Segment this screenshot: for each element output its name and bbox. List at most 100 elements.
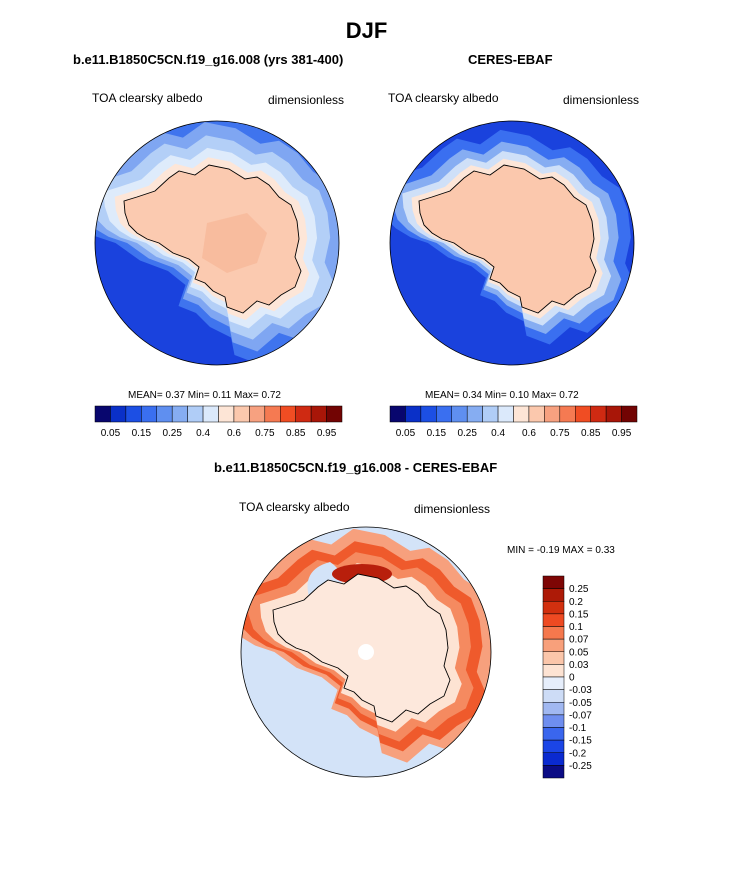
model-colorbar-swatch <box>156 405 173 423</box>
diff-map <box>240 526 492 778</box>
model-colorbar-tick-label: 0.85 <box>286 428 306 439</box>
obs-map-border <box>389 120 635 366</box>
diff-colorbar-tick-label: -0.25 <box>569 761 592 772</box>
obs-colorbar-tick-label: 0.95 <box>612 428 632 439</box>
diff-colorbar-tick-label: -0.05 <box>569 698 592 709</box>
diff-colorbar-swatch <box>542 651 565 665</box>
obs-colorbar-swatch <box>436 405 452 423</box>
obs-colorbar-swatch <box>466 405 483 423</box>
obs-colorbar-tick-label: 0.4 <box>491 428 505 439</box>
diff-colorbar-tick-label: 0.07 <box>569 635 589 646</box>
model-colorbar: 0.05 0.15 0.25 0.4 0.6 0.75 0.85 0.95 <box>94 405 343 439</box>
model-colorbar-tick-label: 0.75 <box>255 428 275 439</box>
diff-colorbar: 0.250.20.150.10.070.050.030-0.03-0.05-0.… <box>542 575 592 779</box>
model-max-label: Max= <box>234 390 259 401</box>
obs-colorbar-swatch <box>405 405 422 423</box>
obs-mean-value: 0.34 <box>462 390 482 401</box>
diff-colorbar-swatch <box>542 714 565 728</box>
obs-panel-title: CERES-EBAF <box>468 52 553 67</box>
diff-colorbar-tick-label: 0 <box>569 673 575 684</box>
diff-colorbar-swatch <box>542 601 565 615</box>
diff-colorbar-tick-label: -0.07 <box>569 710 592 721</box>
page-title: DJF <box>345 18 388 43</box>
diff-colorbar-swatch <box>542 689 565 703</box>
obs-colorbar-swatch <box>605 405 622 423</box>
model-colorbar-swatch <box>125 405 142 423</box>
model-colorbar-swatch <box>326 405 343 423</box>
model-colorbar-swatch <box>233 405 250 423</box>
model-mean-label: MEAN= <box>128 390 163 401</box>
model-colorbar-swatch <box>110 405 127 423</box>
model-colorbar-swatch <box>202 405 219 423</box>
diff-colorbar-tick-label: 0.05 <box>569 647 589 658</box>
diff-colorbar-swatch <box>542 613 565 627</box>
obs-min-value: 0.10 <box>509 390 529 401</box>
model-colorbar-swatch <box>141 405 157 423</box>
diff-map-border <box>240 526 492 778</box>
model-colorbar-swatch <box>249 405 266 423</box>
model-colorbar-tick-label: 0.95 <box>317 428 337 439</box>
obs-colorbar-swatch <box>513 405 530 423</box>
diff-colorbar-swatch <box>542 702 565 716</box>
model-interior-plateau <box>202 213 267 273</box>
model-map <box>94 120 340 366</box>
model-colorbar-swatch <box>295 405 312 423</box>
diff-colorbar-swatch <box>542 638 565 652</box>
diff-colorbar-swatch <box>542 575 565 589</box>
model-max-value: 0.72 <box>261 390 281 401</box>
obs-colorbar-swatch <box>482 405 499 423</box>
obs-min-label: Min= <box>484 390 507 401</box>
model-mean-value: 0.37 <box>165 390 185 401</box>
diff-colorbar-swatch <box>542 739 565 753</box>
obs-colorbar-swatch <box>451 405 468 423</box>
model-colorbar-swatch <box>94 405 111 423</box>
obs-colorbar-tick-label: 0.75 <box>550 428 570 439</box>
diff-colorbar-swatch <box>542 626 565 640</box>
model-colorbar-swatch <box>280 405 296 423</box>
model-stats: MEAN= 0.37 Min= 0.11 Max= 0.72 <box>128 390 281 401</box>
diff-pole-hole <box>358 644 374 660</box>
diff-minmax: MIN = -0.19 MAX = 0.33 <box>507 545 615 556</box>
model-min-label: Min= <box>187 390 210 401</box>
obs-colorbar-swatch <box>559 405 576 423</box>
obs-colorbar-swatch <box>575 405 591 423</box>
obs-map <box>389 120 635 366</box>
obs-colorbar-swatch <box>590 405 607 423</box>
model-min-value: 0.11 <box>212 390 232 401</box>
model-colorbar-swatch <box>187 405 204 423</box>
obs-colorbar-tick-label: 0.05 <box>396 428 416 439</box>
obs-colorbar: 0.05 0.15 0.25 0.4 0.6 0.75 0.85 0.95 <box>389 405 638 439</box>
diff-colorbar-tick-label: -0.15 <box>569 736 592 747</box>
obs-colorbar-swatch <box>420 405 437 423</box>
obs-colorbar-tick-label: 0.25 <box>457 428 477 439</box>
model-colorbar-swatch <box>310 405 327 423</box>
model-colorbar-tick-label: 0.6 <box>227 428 241 439</box>
obs-stats: MEAN= 0.34 Min= 0.10 Max= 0.72 <box>425 390 579 401</box>
obs-colorbar-swatch <box>389 405 406 423</box>
diff-colorbar-tick-label: -0.1 <box>569 723 587 734</box>
diff-variable-label: TOA clearsky albedo <box>239 500 350 514</box>
obs-mean-label: MEAN= <box>425 390 460 401</box>
obs-colorbar-tick-label: 0.6 <box>522 428 536 439</box>
model-colorbar-tick-label: 0.05 <box>101 428 121 439</box>
obs-colorbar-swatch <box>621 405 638 423</box>
model-colorbar-swatch <box>264 405 281 423</box>
diff-colorbar-swatch <box>542 727 565 741</box>
diff-colorbar-tick-label: 0.15 <box>569 609 589 620</box>
diff-colorbar-swatch <box>542 765 565 779</box>
model-map-border <box>94 120 340 366</box>
diff-panel-title: b.e11.B1850C5CN.f19_g16.008 - CERES-EBAF <box>214 460 498 475</box>
model-panel-title: b.e11.B1850C5CN.f19_g16.008 (yrs 381-400… <box>73 52 344 67</box>
diff-units-label: dimensionless <box>414 502 491 516</box>
obs-colorbar-tick-label: 0.15 <box>427 428 447 439</box>
model-colorbar-swatch <box>171 405 188 423</box>
model-variable-label: TOA clearsky albedo <box>92 91 203 105</box>
model-colorbar-swatch <box>218 405 235 423</box>
obs-colorbar-swatch <box>544 405 561 423</box>
diff-colorbar-tick-label: 0.25 <box>569 584 589 595</box>
model-colorbar-tick-label: 0.15 <box>132 428 152 439</box>
model-colorbar-tick-label: 0.4 <box>196 428 210 439</box>
obs-variable-label: TOA clearsky albedo <box>388 91 499 105</box>
obs-colorbar-swatch <box>497 405 514 423</box>
